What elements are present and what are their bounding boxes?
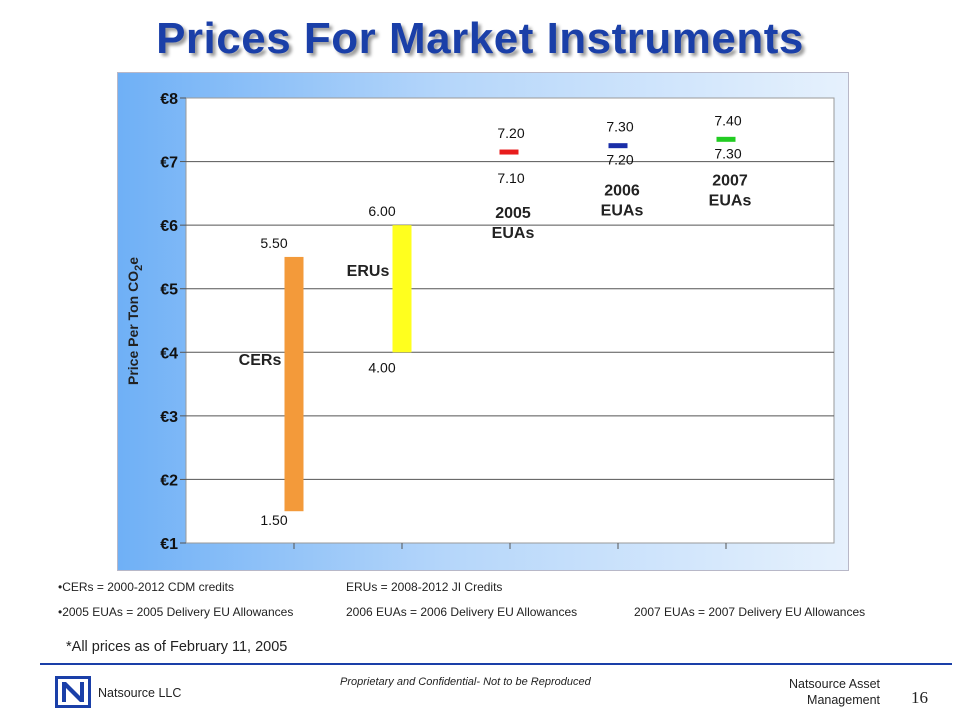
y-tick-label: €6 <box>160 218 178 235</box>
note-erus: ERUs = 2008-2012 JI Credits <box>346 580 503 594</box>
series-name-label: ERUs <box>347 263 390 280</box>
y-tick-label: €5 <box>160 282 178 299</box>
series-name-label: EUAs <box>492 225 535 242</box>
series-name-label: 2005 <box>495 205 531 222</box>
prices-footnote: *All prices as of February 11, 2005 <box>66 639 288 655</box>
low-value-label: 1.50 <box>260 512 287 528</box>
range-tick <box>608 143 628 149</box>
y-tick-label: €4 <box>160 345 178 362</box>
high-value-label: 7.30 <box>606 119 633 135</box>
range-tick <box>716 136 736 142</box>
range-chart: €1 €2 €3 €4 €5 €6 €7 €8 5.50 1.50 CERs 6.00 4.00 ERU… <box>125 91 835 553</box>
low-value-label: 7.10 <box>497 170 524 186</box>
note-2005-euas: •2005 EUAs = 2005 Delivery EU Allowances <box>58 605 294 619</box>
note-2007-euas: 2007 EUAs = 2007 Delivery EU Allowances <box>634 605 866 619</box>
footer-divider <box>40 663 952 665</box>
note-2006-euas: 2006 EUAs = 2006 Delivery EU Allowances <box>346 605 578 619</box>
plot-area <box>185 97 835 544</box>
high-value-label: 5.50 <box>260 235 287 251</box>
natsource-logo-icon <box>55 676 91 708</box>
y-tick-label: €2 <box>160 472 178 489</box>
high-value-label: 7.20 <box>497 125 524 141</box>
low-value-label: 4.00 <box>368 359 395 375</box>
y-tick-label: €3 <box>160 409 178 426</box>
range-bar <box>392 225 412 353</box>
footer-company: Natsource LLC <box>98 686 182 700</box>
y-tick-label: €1 <box>160 536 178 553</box>
footer-division: Natsource Asset Management <box>760 676 880 708</box>
low-value-label: 7.30 <box>714 145 741 161</box>
range-tick <box>499 149 519 155</box>
y-axis-label: Price Per Ton CO2e <box>125 257 145 385</box>
page-number: 16 <box>911 688 928 707</box>
footer-division-line1: Natsource Asset <box>788 677 880 691</box>
range-bar <box>284 256 304 512</box>
series-name-label: 2006 <box>604 183 640 200</box>
series-name-label: EUAs <box>601 203 644 220</box>
high-value-label: 7.40 <box>714 112 741 128</box>
series-name-label: CERs <box>239 352 282 369</box>
series-name-label: EUAs <box>709 192 752 209</box>
series-name-label: 2007 <box>712 172 748 189</box>
low-value-label: 7.20 <box>606 152 633 168</box>
slide-title: Prices For Market Instruments <box>156 14 804 63</box>
note-cers: •CERs = 2000-2012 CDM credits <box>58 580 234 594</box>
high-value-label: 6.00 <box>368 203 395 219</box>
y-tick-label: €8 <box>160 91 178 108</box>
footer-confidential: Proprietary and Confidential- Not to be … <box>340 676 591 688</box>
footer-division-line2: Management <box>807 693 880 707</box>
y-tick-label: €7 <box>160 155 178 172</box>
chart-panel: €1 €2 €3 €4 €5 €6 €7 €8 5.50 1.50 CERs 6.00 4.00 ERU… <box>117 72 849 571</box>
